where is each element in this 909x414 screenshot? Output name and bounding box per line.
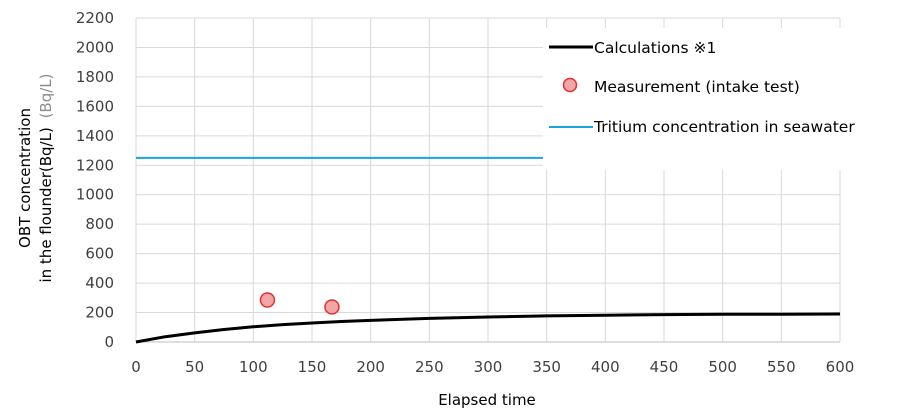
y-tick-label-8: 1600 — [76, 97, 114, 115]
y-tick-label-4: 800 — [85, 215, 114, 233]
legend-label-tritium: Tritium concentration in seawater — [593, 118, 855, 136]
x-tick-label-8: 400 — [591, 358, 620, 376]
x-tick-label-9: 450 — [650, 358, 679, 376]
y-tick-label-10: 2000 — [76, 38, 114, 56]
y-axis-title: OBT concentration in the flounder(Bq/L) … — [16, 73, 55, 282]
x-tick-label-1: 50 — [185, 358, 204, 376]
legend-swatch-measurement — [562, 77, 578, 93]
x-tick-label-2: 100 — [239, 358, 268, 376]
x-tick-label-10: 500 — [708, 358, 737, 376]
y-tick-label-1: 200 — [85, 304, 114, 322]
svg-text:OBT concentration: OBT concentration — [16, 108, 34, 248]
y-tick-label-5: 1000 — [76, 186, 114, 204]
series-line-calculations — [135, 312, 841, 344]
svg-text:in the flounder(Bq/L) (B: in the flounder(Bq/L) (Bq/L) — [37, 73, 55, 282]
x-tick-label-5: 250 — [415, 358, 444, 376]
legend-label-measurement: Measurement (intake test) — [594, 78, 800, 96]
y-tick-label-9: 1800 — [76, 68, 114, 86]
y-tick-labels: 0 200 400 600 800 1000 1200 1400 1600 1800 2000 220… — [76, 9, 114, 351]
y-tick-label-11: 2200 — [76, 9, 114, 27]
y-tick-label-0: 0 — [104, 333, 114, 351]
y-axis-title-line2: in the flounder(Bq/L) — [37, 127, 55, 282]
x-tick-label-7: 350 — [532, 358, 561, 376]
y-tick-label-3: 600 — [85, 245, 114, 263]
y-axis-title-line1: OBT concentration — [16, 108, 34, 248]
x-tick-labels: 0 50 100 150 200 250 300 350 400 450 500 550 600 — [131, 358, 854, 376]
legend-label-calculations: Calculations ※1 — [594, 39, 716, 57]
x-tick-label-0: 0 — [131, 358, 141, 376]
x-tick-label-12: 600 — [826, 358, 855, 376]
legend-background — [543, 28, 905, 170]
y-tick-label-2: 400 — [85, 274, 114, 292]
x-tick-label-4: 200 — [356, 358, 385, 376]
x-tick-label-3: 150 — [298, 358, 327, 376]
measurement-point-0 — [259, 292, 276, 308]
x-tick-label-6: 300 — [474, 358, 503, 376]
measurement-point-1 — [324, 299, 340, 315]
y-axis-title-unit: (Bq/L) — [37, 73, 55, 118]
y-tick-label-6: 1200 — [76, 156, 114, 174]
legend: Calculations ※1 Measurement (intake test… — [543, 28, 905, 170]
x-axis-title: Elapsed time — [438, 391, 536, 409]
y-tick-label-7: 1400 — [76, 127, 114, 145]
x-tick-label-11: 550 — [767, 358, 796, 376]
